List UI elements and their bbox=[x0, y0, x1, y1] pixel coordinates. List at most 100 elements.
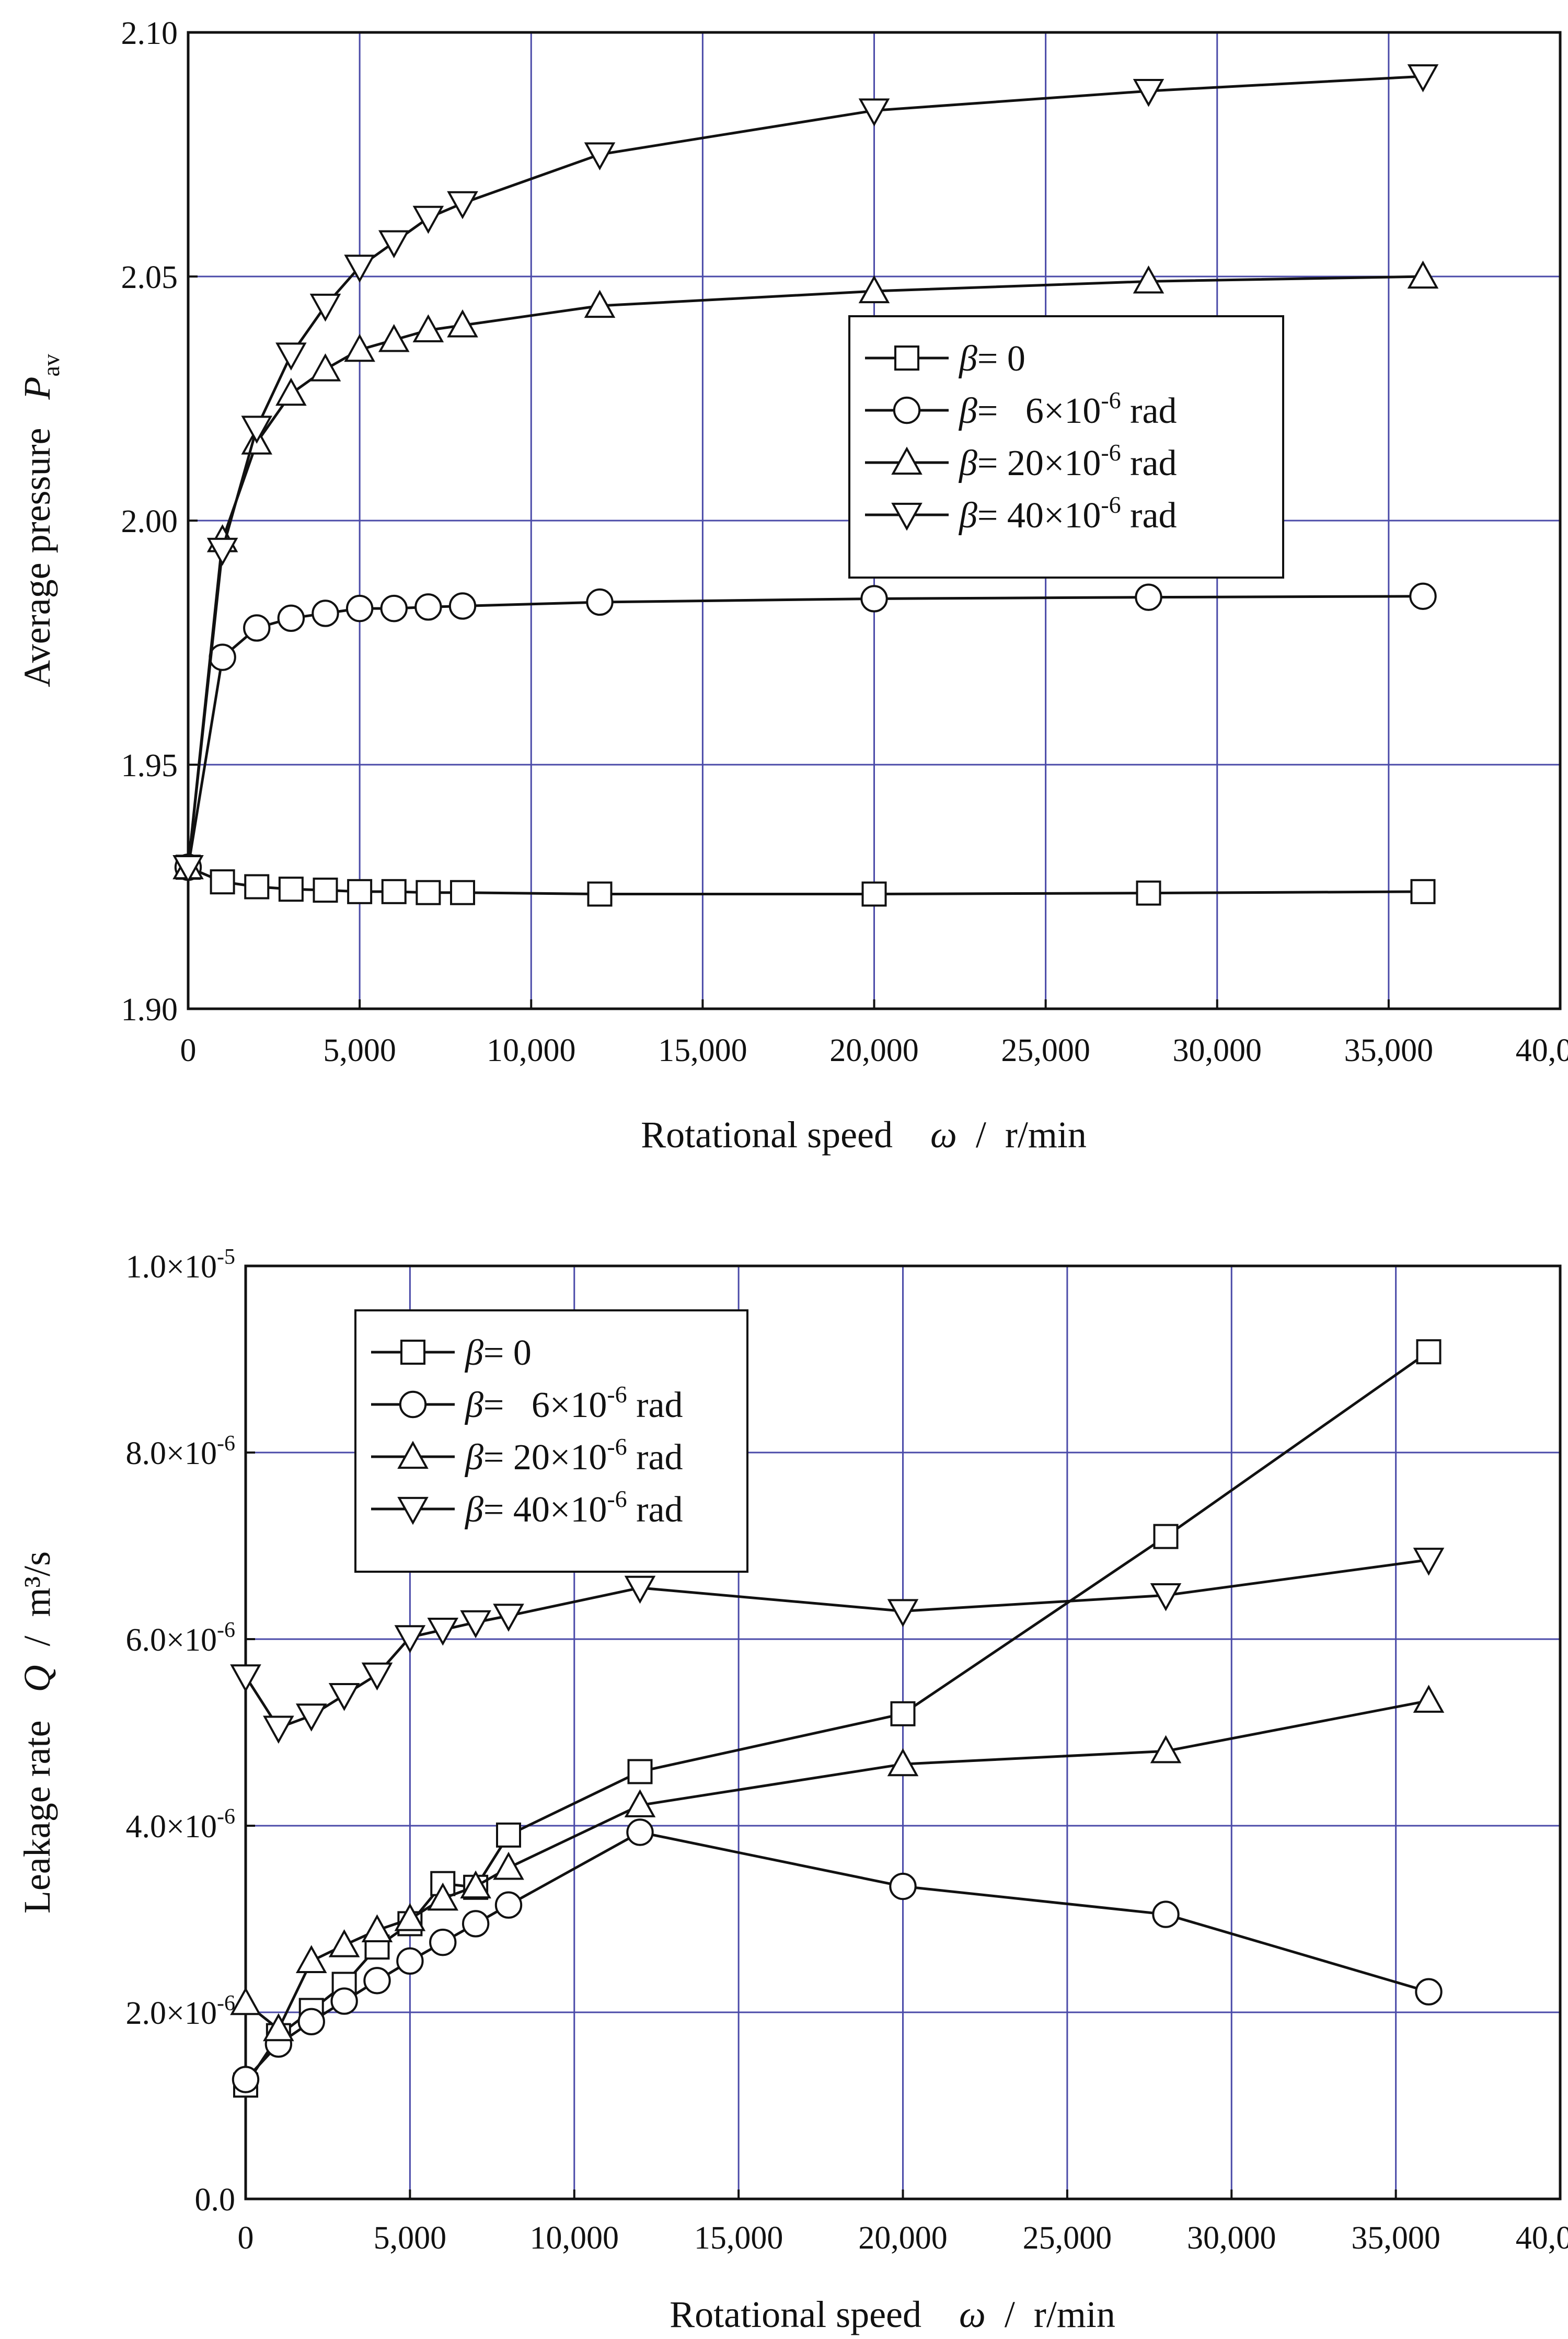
tick-exponent: -6 bbox=[217, 1618, 235, 1642]
y-axis-unit: / m³/s bbox=[16, 1551, 58, 1665]
y-axis-subscript: av bbox=[38, 354, 64, 376]
data-point bbox=[1413, 1685, 1445, 1713]
data-point bbox=[416, 880, 441, 905]
data-point bbox=[361, 1662, 393, 1691]
grid-lines bbox=[246, 1266, 1560, 2199]
legend-beta-symbol: β bbox=[464, 1437, 483, 1478]
legend-marker-2 bbox=[891, 446, 923, 475]
data-point bbox=[1135, 583, 1162, 611]
axis-ticks: 0 5,000 10,000 15,000 20,000 25,000 30,000 35,0… bbox=[126, 1245, 1568, 2256]
legend-label-3: β= 40×10-6 rad bbox=[464, 1485, 683, 1530]
tick-mantissa: 4.0×10 bbox=[126, 1809, 217, 1845]
x-axis-symbol: ω bbox=[930, 1114, 957, 1156]
x-tick-label: 20,000 bbox=[829, 1033, 919, 1068]
data-point bbox=[584, 142, 616, 171]
series-line-2 bbox=[245, 1699, 1429, 2032]
legend-text-part: = 40×10 bbox=[977, 496, 1101, 536]
data-point bbox=[627, 1759, 653, 1784]
x-tick-label: 5,000 bbox=[374, 2220, 447, 2256]
x-axis-symbol: ω bbox=[959, 2294, 986, 2335]
series-0 bbox=[176, 855, 1436, 907]
data-point bbox=[295, 1703, 327, 1732]
leakage-rate-chart: 0 5,000 10,000 15,000 20,000 25,000 30,000 35,0… bbox=[0, 1169, 1568, 2339]
data-point bbox=[241, 416, 273, 444]
y-tick-label: 2.0×10-6 bbox=[126, 1991, 235, 2031]
data-point bbox=[1133, 78, 1165, 107]
legend-text-part: = 20×10 bbox=[977, 443, 1101, 483]
legend-exponent: -6 bbox=[1101, 387, 1121, 413]
legend-beta-symbol: β bbox=[958, 339, 977, 379]
y-axis-label: Leakage rate Q / m³/s bbox=[16, 1551, 58, 1914]
data-point bbox=[297, 2008, 325, 2036]
data-point bbox=[858, 275, 890, 304]
legend-exponent: -6 bbox=[607, 1381, 627, 1408]
y-tick-label: 4.0×10-6 bbox=[126, 1805, 235, 1845]
y-tick-label: 1.95 bbox=[121, 748, 178, 783]
data-point bbox=[1410, 879, 1436, 904]
data-point bbox=[363, 1967, 391, 1995]
data-point bbox=[427, 1882, 459, 1911]
data-point bbox=[309, 293, 341, 322]
data-point bbox=[462, 1910, 490, 1938]
y-tick-label: 1.0×10-5 bbox=[126, 1245, 235, 1285]
data-point bbox=[378, 324, 410, 352]
legend-text-part: = 40×10 bbox=[483, 1490, 607, 1530]
x-axis-unit: / r/min bbox=[986, 2294, 1115, 2335]
data-point bbox=[275, 377, 307, 406]
data-point bbox=[587, 881, 613, 907]
data-point bbox=[586, 588, 614, 616]
data-point bbox=[448, 592, 477, 620]
x-tick-label: 5,000 bbox=[323, 1033, 396, 1068]
data-point bbox=[1133, 265, 1165, 294]
data-point bbox=[361, 1914, 393, 1943]
y-axis-symbol: P bbox=[16, 377, 58, 400]
legend-unit: rad bbox=[627, 1437, 683, 1478]
y-axis-label-text: Leakage rate bbox=[16, 1692, 58, 1914]
average-pressure-plot: 0 5,000 10,000 15,000 20,000 25,000 30,000 35,0… bbox=[16, 16, 1568, 1156]
data-point bbox=[347, 879, 373, 904]
data-point bbox=[328, 1683, 360, 1711]
data-point bbox=[412, 205, 444, 234]
data-point bbox=[344, 333, 375, 362]
x-tick-label: 10,000 bbox=[530, 2220, 619, 2256]
x-axis-label-text: Rotational speed bbox=[670, 2294, 959, 2335]
data-point bbox=[209, 643, 236, 671]
data-point bbox=[275, 342, 307, 371]
legend-beta-symbol: β bbox=[958, 443, 977, 483]
x-tick-label: 0 bbox=[238, 2220, 254, 2256]
tick-mantissa: 8.0×10 bbox=[126, 1436, 217, 1471]
legend-marker-3 bbox=[397, 1496, 429, 1525]
data-point bbox=[429, 1928, 457, 1956]
tick-exponent: -6 bbox=[217, 1805, 235, 1829]
legend-text-part: = 0 bbox=[483, 1333, 532, 1373]
data-point bbox=[1413, 1548, 1445, 1576]
legend-box bbox=[848, 315, 1284, 579]
x-tick-label: 40,000 bbox=[1516, 2220, 1568, 2256]
legend-unit: rad bbox=[1121, 496, 1177, 536]
legend-exponent: -6 bbox=[1101, 439, 1121, 466]
x-tick-label: 25,000 bbox=[1023, 2220, 1112, 2256]
data-point bbox=[230, 1987, 261, 2015]
y-tick-label: 2.10 bbox=[121, 16, 178, 51]
data-point bbox=[1407, 64, 1439, 93]
axis-ticks: 0 5,000 10,000 15,000 20,000 25,000 30,000 35,0… bbox=[121, 16, 1568, 1068]
data-point bbox=[858, 98, 890, 126]
series-3 bbox=[172, 64, 1439, 883]
x-tick-label: 35,000 bbox=[1344, 1033, 1434, 1068]
data-point bbox=[263, 2013, 294, 2042]
y-axis-label: Average pressure Pav bbox=[16, 354, 64, 687]
data-point bbox=[1416, 1339, 1442, 1365]
data-point bbox=[624, 1789, 656, 1817]
data-point bbox=[493, 1851, 524, 1880]
y-tick-label: 8.0×10-6 bbox=[126, 1432, 235, 1471]
data-point bbox=[172, 855, 204, 883]
data-point bbox=[584, 290, 616, 318]
y-tick-label: 2.00 bbox=[121, 504, 178, 539]
legend-label-1: β= 6×10-6 rad bbox=[464, 1381, 683, 1425]
data-point bbox=[230, 1664, 261, 1692]
data-point bbox=[295, 1945, 327, 1973]
legend-exponent: -6 bbox=[607, 1485, 627, 1512]
legend-marker-1 bbox=[893, 396, 921, 424]
